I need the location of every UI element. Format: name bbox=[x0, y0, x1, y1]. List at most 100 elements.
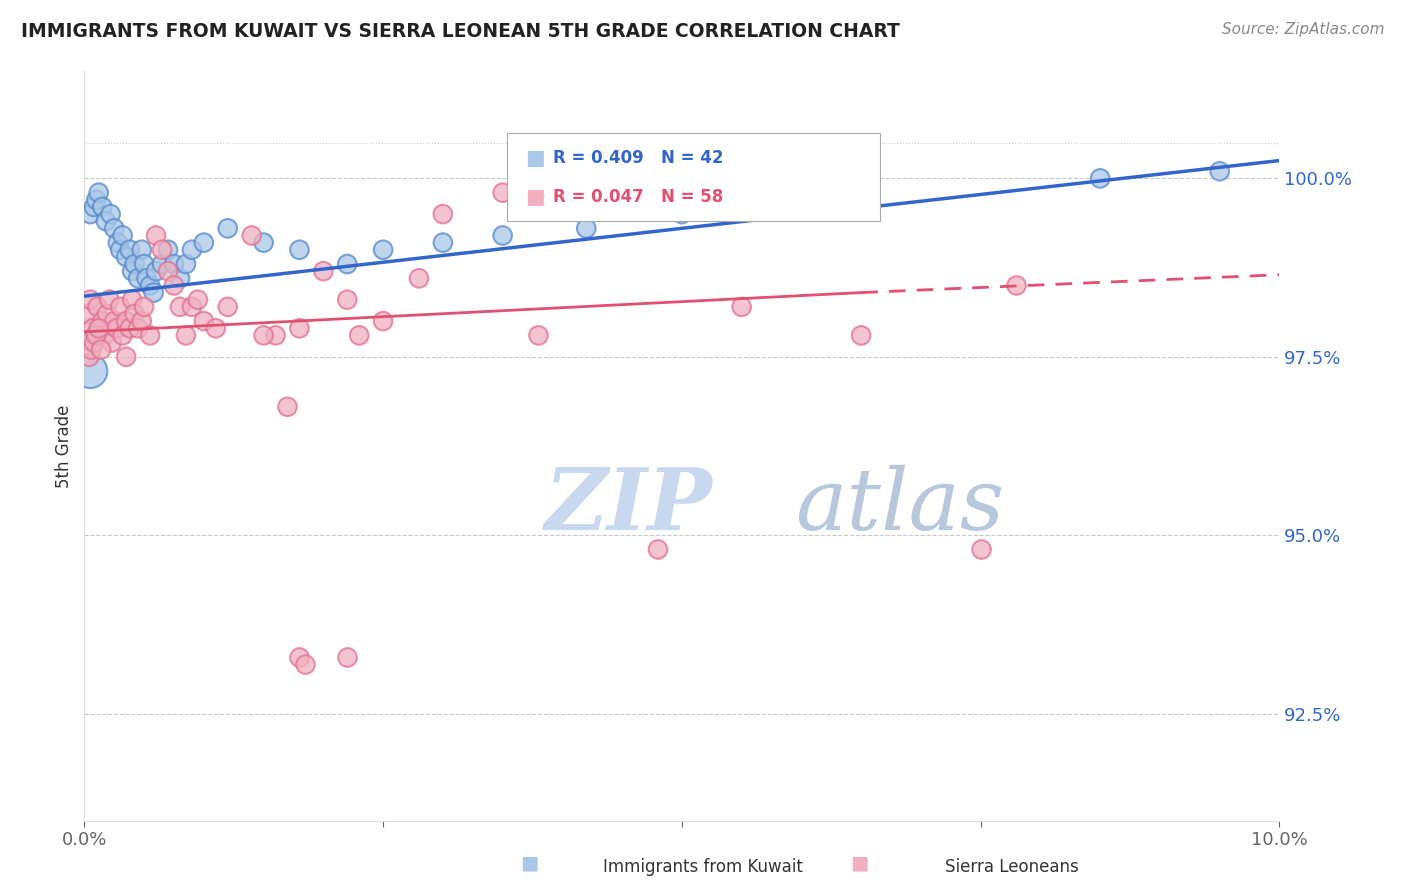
Point bbox=[77, 307, 100, 321]
Point bbox=[111, 228, 134, 243]
Point bbox=[731, 300, 754, 314]
Text: ■: ■ bbox=[520, 854, 538, 872]
Text: Immigrants from Kuwait: Immigrants from Kuwait bbox=[603, 858, 803, 876]
Point bbox=[135, 271, 157, 285]
Point bbox=[253, 235, 276, 250]
Point bbox=[100, 207, 122, 221]
Point bbox=[193, 235, 215, 250]
Point bbox=[139, 278, 162, 293]
Point bbox=[131, 314, 153, 328]
Point bbox=[142, 285, 165, 300]
Point bbox=[91, 200, 114, 214]
Text: ZIP: ZIP bbox=[544, 464, 713, 548]
Point bbox=[169, 271, 191, 285]
Text: ■: ■ bbox=[524, 187, 544, 207]
Point bbox=[79, 293, 101, 307]
Point bbox=[127, 321, 149, 335]
Point bbox=[145, 264, 167, 278]
Point bbox=[253, 328, 276, 343]
Point bbox=[157, 264, 180, 278]
Point bbox=[970, 542, 993, 557]
Text: ■: ■ bbox=[524, 148, 544, 168]
Text: IMMIGRANTS FROM KUWAIT VS SIERRA LEONEAN 5TH GRADE CORRELATION CHART: IMMIGRANTS FROM KUWAIT VS SIERRA LEONEAN… bbox=[21, 22, 900, 41]
Point bbox=[115, 250, 138, 264]
Point bbox=[132, 257, 156, 271]
Point bbox=[288, 321, 311, 335]
Point bbox=[118, 243, 141, 257]
Point bbox=[103, 221, 125, 235]
Point bbox=[94, 214, 117, 228]
Point bbox=[77, 350, 100, 364]
Point bbox=[84, 328, 107, 343]
Point bbox=[432, 235, 454, 250]
Point bbox=[408, 271, 430, 285]
Point bbox=[217, 221, 239, 235]
Point bbox=[107, 235, 129, 250]
Point bbox=[86, 300, 108, 314]
Point bbox=[139, 328, 162, 343]
Point bbox=[163, 257, 186, 271]
Point bbox=[157, 243, 180, 257]
Point bbox=[181, 300, 204, 314]
Point bbox=[105, 321, 128, 335]
Point bbox=[83, 335, 105, 350]
Point bbox=[121, 264, 143, 278]
Point bbox=[492, 228, 515, 243]
Text: ■: ■ bbox=[851, 854, 869, 872]
Point bbox=[83, 200, 105, 214]
Point bbox=[181, 243, 204, 257]
Point bbox=[118, 321, 141, 335]
Point bbox=[150, 257, 173, 271]
Point bbox=[89, 321, 111, 335]
Point bbox=[193, 314, 215, 328]
Point bbox=[373, 314, 395, 328]
Point bbox=[575, 221, 598, 235]
Point bbox=[217, 300, 239, 314]
Point bbox=[288, 243, 311, 257]
Point bbox=[174, 328, 197, 343]
Point bbox=[110, 243, 132, 257]
Point bbox=[90, 343, 112, 357]
Point bbox=[87, 321, 110, 335]
Point bbox=[373, 243, 395, 257]
Point bbox=[115, 350, 138, 364]
Point bbox=[1090, 171, 1112, 186]
Point bbox=[671, 207, 693, 221]
Point bbox=[312, 264, 335, 278]
Point bbox=[492, 186, 515, 200]
Point bbox=[150, 243, 173, 257]
Point bbox=[124, 257, 146, 271]
Text: Source: ZipAtlas.com: Source: ZipAtlas.com bbox=[1222, 22, 1385, 37]
Y-axis label: 5th Grade: 5th Grade bbox=[55, 404, 73, 488]
Point bbox=[131, 243, 153, 257]
Point bbox=[1209, 164, 1232, 178]
Point bbox=[91, 314, 114, 328]
Point bbox=[187, 293, 209, 307]
Point bbox=[1005, 278, 1028, 293]
Point bbox=[145, 228, 167, 243]
Point bbox=[288, 649, 311, 664]
Point bbox=[110, 300, 132, 314]
Point bbox=[527, 328, 550, 343]
Point bbox=[98, 293, 121, 307]
Point bbox=[647, 542, 669, 557]
Point bbox=[127, 271, 149, 285]
Text: Sierra Leoneans: Sierra Leoneans bbox=[945, 858, 1080, 876]
Point bbox=[336, 649, 359, 664]
Point bbox=[93, 328, 115, 343]
Point bbox=[432, 207, 454, 221]
Point bbox=[111, 328, 134, 343]
Point bbox=[174, 257, 197, 271]
Point bbox=[87, 186, 110, 200]
Point bbox=[96, 307, 118, 321]
Point bbox=[80, 343, 103, 357]
Point bbox=[169, 300, 191, 314]
Point bbox=[79, 364, 101, 378]
Point bbox=[336, 257, 359, 271]
Point bbox=[163, 278, 186, 293]
Point bbox=[124, 307, 146, 321]
Point bbox=[101, 335, 124, 350]
Point bbox=[103, 314, 125, 328]
Point bbox=[294, 657, 316, 671]
Text: atlas: atlas bbox=[796, 465, 1004, 548]
